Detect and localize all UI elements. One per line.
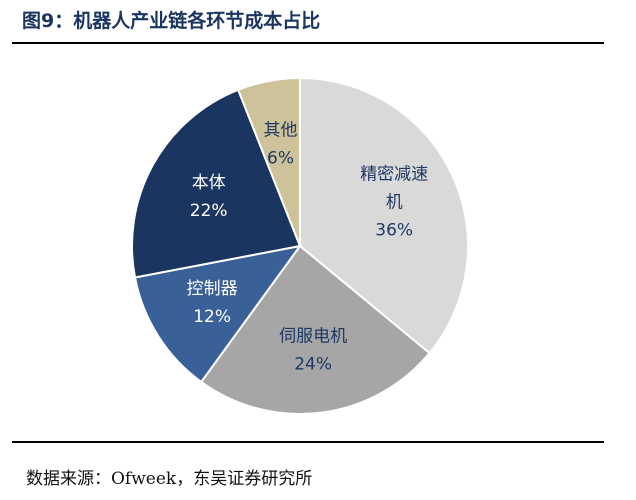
pie-slice-value-3: 22% <box>190 201 228 221</box>
top-divider <box>12 42 604 44</box>
pie-slice-label-2-0: 控制器 <box>187 279 238 299</box>
pie-slice-value-0: 36% <box>375 221 413 241</box>
pie-slice-2 <box>133 244 303 384</box>
pie-slice-3 <box>131 88 302 279</box>
pie-slice-4 <box>236 76 301 247</box>
pie-slice-label-0-1: 机 <box>386 193 403 213</box>
pie-slice-value-1: 24% <box>294 354 332 374</box>
pie-slice-value-2: 12% <box>193 307 231 327</box>
pie-slice-label-1-0: 伺服电机 <box>279 326 347 346</box>
pie-slice-label-3-0: 本体 <box>192 173 226 193</box>
pie-slice-value-4: 6% <box>267 149 294 169</box>
pie-slice-0 <box>299 76 470 355</box>
pie-slice-label-0-0: 精密减速 <box>360 165 428 185</box>
pie-slice-label-4-0: 其他 <box>264 121 298 141</box>
figure-title: 图9：机器人产业链各环节成本占比 <box>22 10 321 32</box>
source-note: 数据来源：Ofweek，东吴证券研究所 <box>26 469 313 489</box>
pie-slices <box>131 76 470 416</box>
bottom-divider <box>12 441 604 443</box>
pie-slice-1 <box>199 244 431 416</box>
